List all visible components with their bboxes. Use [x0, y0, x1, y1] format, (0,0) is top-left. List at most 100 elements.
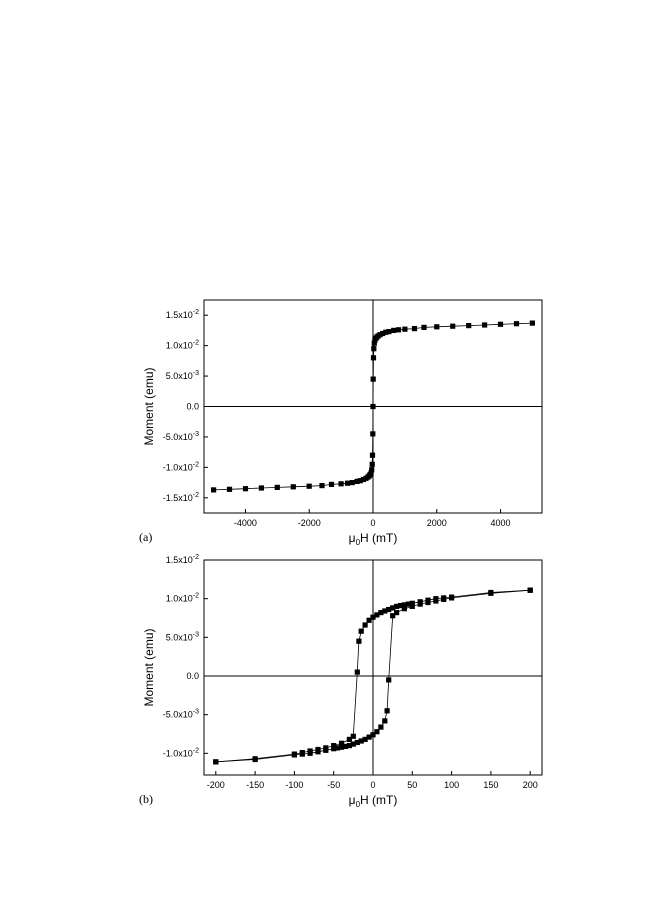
- data-point: [369, 452, 376, 458]
- data-point: [344, 480, 351, 486]
- y-tick-exponent: -2: [193, 554, 199, 561]
- y-tick-label: -1.0x10-2: [163, 747, 199, 758]
- data-point: [358, 738, 364, 744]
- data-point: [395, 327, 402, 333]
- x-tick-label: 200: [523, 780, 538, 790]
- data-point: [386, 677, 392, 683]
- data-point: [339, 744, 345, 750]
- y-axis-label: Moment (emu): [142, 367, 156, 445]
- data-point: [374, 729, 380, 735]
- data-point: [434, 324, 440, 330]
- y-tick-exponent: -2: [193, 492, 199, 499]
- data-point: [328, 481, 335, 487]
- data-point: [354, 478, 360, 484]
- data-point: [357, 478, 363, 484]
- data-point: [401, 602, 407, 608]
- data-point: [421, 324, 427, 330]
- data-point: [370, 403, 376, 410]
- x-tick-label: -150: [246, 780, 264, 790]
- data-point: [378, 724, 384, 730]
- y-tick-mantissa: -1.0x10: [163, 462, 193, 472]
- data-point: [252, 756, 258, 763]
- y-tick-mantissa: -5.0x10: [163, 710, 193, 720]
- data-point: [382, 608, 388, 614]
- data-point: [529, 320, 535, 326]
- x-tick-label: 100: [444, 780, 459, 790]
- y-tick-mantissa: 0.0: [186, 671, 199, 681]
- y-tick-label: 0.0: [186, 671, 199, 681]
- x-axis-label-prefix: μ: [349, 793, 356, 807]
- data-point: [382, 718, 388, 724]
- y-tick-mantissa: -5.0x10: [163, 432, 193, 442]
- data-point: [274, 484, 280, 490]
- y-tick-exponent: -2: [193, 461, 199, 468]
- data-point: [441, 596, 447, 602]
- data-point: [370, 431, 376, 437]
- y-tick-label: 5.0x10-3: [166, 631, 199, 642]
- data-point: [290, 484, 296, 490]
- chart-panel-a: -4000 -2000 0 2000 4000-1.5x10-2-1.0x10-2-5.…: [142, 299, 543, 547]
- x-tick-label: -100: [285, 780, 303, 790]
- data-point: [401, 606, 407, 612]
- data-point: [371, 346, 377, 352]
- data-point: [370, 732, 376, 738]
- data-point: [366, 617, 372, 623]
- data-point: [370, 376, 376, 382]
- x-tick-label: -4000: [234, 518, 257, 528]
- data-point: [394, 603, 400, 609]
- data-point: [450, 323, 456, 329]
- y-tick-label: 1.0x10-2: [166, 593, 199, 604]
- data-point: [374, 612, 380, 618]
- data-point: [449, 595, 455, 601]
- data-point: [331, 743, 337, 749]
- y-tick-label: -1.0x10-2: [163, 461, 199, 472]
- data-point: [242, 486, 249, 492]
- data-point: [339, 740, 345, 746]
- x-tick-label: 2000: [427, 518, 447, 528]
- y-tick-mantissa: 1.0x10: [166, 341, 193, 351]
- data-point: [390, 605, 396, 611]
- x-tick-label: 0: [370, 780, 375, 790]
- y-tick-label: 0.0: [186, 402, 199, 412]
- y-tick-label: -1.5x10-2: [163, 492, 199, 503]
- data-point: [369, 461, 375, 467]
- y-tick-exponent: -2: [193, 309, 199, 316]
- panel-label-b: (b): [139, 792, 153, 806]
- data-point: [368, 470, 374, 476]
- data-point: [417, 601, 423, 607]
- data-point: [258, 485, 264, 491]
- x-axis-label: μ0H (mT): [349, 793, 398, 809]
- y-tick-label: 1.0x10-2: [166, 340, 199, 351]
- data-point: [390, 613, 396, 619]
- data-point: [370, 355, 377, 361]
- x-axis-label-subscript: 0: [356, 538, 361, 547]
- y-tick-label: 1.5x10-2: [166, 554, 199, 565]
- data-point: [380, 330, 386, 337]
- data-point: [362, 622, 368, 628]
- data-point: [488, 590, 494, 596]
- y-tick-mantissa: 5.0x10: [166, 632, 193, 642]
- data-point: [358, 628, 364, 634]
- data-point: [362, 736, 368, 742]
- data-point: [342, 743, 349, 749]
- data-point: [409, 603, 415, 609]
- data-point: [338, 481, 344, 487]
- data-point: [425, 599, 431, 606]
- data-point: [319, 483, 325, 489]
- data-point: [213, 759, 219, 765]
- y-tick-mantissa: 1.5x10: [166, 310, 193, 320]
- data-point: [370, 614, 376, 620]
- y-tick-exponent: -2: [193, 747, 199, 754]
- x-tick-label: 0: [370, 518, 375, 528]
- data-point: [349, 480, 355, 486]
- data-point: [226, 486, 233, 492]
- x-tick-label: 50: [407, 780, 417, 790]
- x-axis-label-text: H (mT): [360, 793, 397, 807]
- data-point: [331, 746, 337, 752]
- panel-label-a: (a): [139, 530, 152, 544]
- data-point: [391, 327, 397, 333]
- y-tick-exponent: -3: [193, 370, 199, 377]
- y-tick-mantissa: 1.5x10: [166, 555, 193, 565]
- y-tick-mantissa: -1.5x10: [163, 493, 193, 503]
